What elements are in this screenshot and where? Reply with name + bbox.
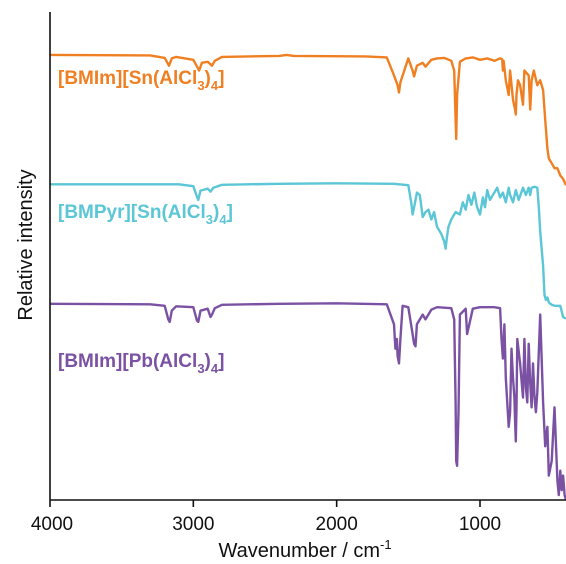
x-axis-title-text: Wavenumber / cm — [218, 540, 380, 562]
series-label-3: [BMIm][Pb(AlCl3)4] — [58, 351, 224, 376]
series-label-part: ) — [205, 351, 211, 372]
series-label-part: ] — [227, 202, 233, 223]
x-tick-label: 1000 — [459, 514, 501, 535]
series-line-3 — [49, 302, 566, 501]
x-tick-label: 2000 — [316, 514, 358, 535]
x-tick-label: 4000 — [31, 514, 73, 535]
series-label-part: ] — [218, 68, 224, 89]
series-label-part: [BMPyr][Sn(AlCl — [58, 202, 206, 223]
series-labels: [BMIm][Sn(AlCl3)4][BMPyr][Sn(AlCl3)4][BM… — [58, 68, 233, 376]
y-axis-title: Relative intensity — [15, 169, 37, 320]
series-label-part: 3 — [197, 361, 204, 376]
series-line-2 — [50, 182, 566, 320]
series-label-part: [BMIm][Pb(AlCl — [58, 351, 197, 372]
series-label-part: 4 — [211, 361, 219, 376]
series-label-1: [BMIm][Sn(AlCl3)4] — [58, 68, 224, 93]
x-tick-label: 3000 — [172, 514, 214, 535]
series-label-2: [BMPyr][Sn(AlCl3)4] — [58, 202, 233, 227]
series-label-part: 4 — [219, 212, 227, 227]
series-label-part: ) — [213, 202, 219, 223]
series-label-part: 3 — [206, 212, 213, 227]
series-line-1 — [49, 53, 566, 186]
x-axis-title: Wavenumber / cm-1 — [218, 537, 391, 562]
series-label-part: ] — [218, 351, 224, 372]
series-label-part: [BMIm][Sn(AlCl — [58, 68, 197, 89]
series-label-part: 4 — [211, 78, 219, 93]
series-layer — [49, 53, 566, 501]
x-ticks: 4000 3000 2000 1000 — [31, 500, 501, 535]
series-label-part: ) — [205, 68, 211, 89]
x-axis-title-superscript: -1 — [380, 537, 392, 552]
series-label-part: 3 — [197, 78, 204, 93]
